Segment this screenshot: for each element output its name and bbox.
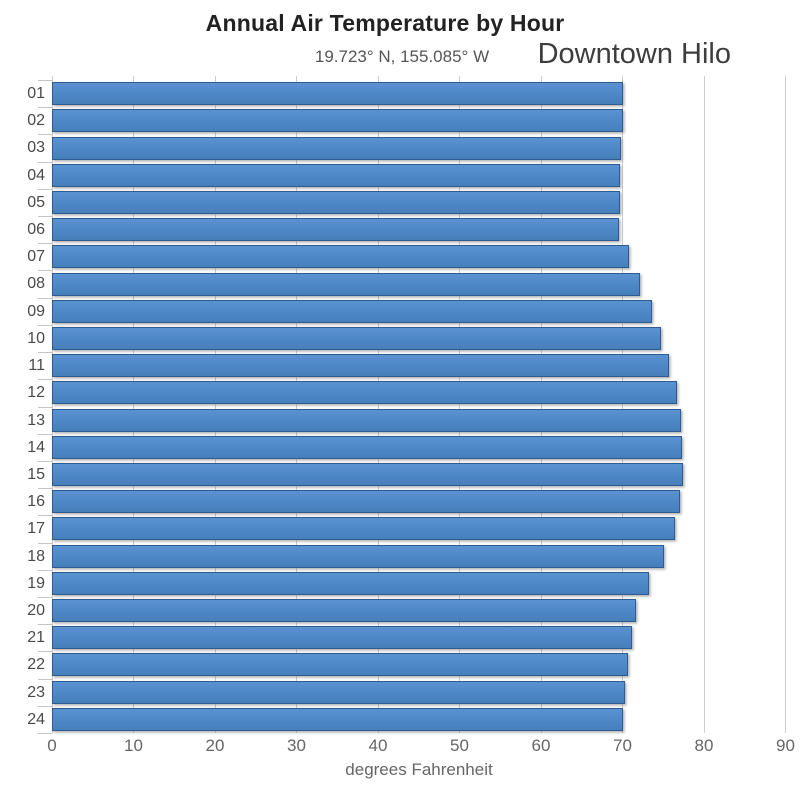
grid-line-x90 (785, 76, 786, 733)
y-axis-tick (38, 624, 52, 626)
hour-label-20: 20 (27, 601, 45, 619)
y-axis-tick (38, 188, 52, 190)
chart-subtitle: 19.723° N, 155.085° W (314, 47, 490, 66)
bar-hour-01 (52, 82, 623, 106)
x-tick-label-50: 50 (450, 736, 469, 755)
hour-label-04: 04 (27, 166, 45, 184)
hour-label-14: 14 (27, 438, 45, 456)
x-axis-title: degrees Fahrenheit (345, 760, 493, 779)
hour-label-06: 06 (27, 221, 45, 239)
bar-hour-06 (52, 218, 620, 242)
hour-label-11: 11 (28, 357, 45, 375)
hour-label-24: 24 (27, 710, 45, 728)
bar-hour-17 (52, 517, 675, 541)
hour-label-19: 19 (27, 574, 45, 592)
bar-hour-04 (52, 163, 621, 187)
hour-label-16: 16 (27, 493, 45, 511)
y-axis-tick (38, 433, 52, 435)
hour-label-12: 12 (27, 384, 45, 402)
bar-hour-19 (52, 571, 649, 595)
grid-line-x0 (51, 76, 53, 733)
bar-hour-16 (52, 490, 680, 514)
bar-hour-15 (52, 463, 683, 487)
y-axis-tick (38, 297, 52, 299)
bar-hour-23 (52, 680, 625, 704)
y-axis-tick (38, 515, 52, 517)
y-axis-tick (38, 243, 52, 245)
plot-area (38, 76, 786, 734)
grid-line-x10 (133, 76, 134, 733)
y-axis-tick (38, 705, 52, 707)
y-axis-tick (38, 134, 52, 136)
bar-hour-03 (52, 136, 621, 160)
grid-line-x80 (703, 76, 705, 733)
bar-hour-12 (52, 381, 678, 405)
y-axis-tick (38, 460, 52, 462)
grid-line-x40 (377, 76, 379, 733)
grid-line-x70 (622, 76, 623, 733)
hour-label-03: 03 (27, 139, 45, 157)
grid-line-x50 (459, 76, 460, 733)
y-axis-tick (38, 733, 52, 734)
y-axis-tick (38, 678, 52, 680)
bar-hour-21 (52, 626, 633, 650)
y-axis-tick (38, 80, 52, 81)
bar-hour-11 (52, 354, 669, 378)
hour-label-08: 08 (27, 275, 45, 293)
hour-label-07: 07 (27, 248, 45, 266)
x-tick-label-0: 0 (47, 736, 57, 755)
chart-title: Annual Air Temperature by Hour (205, 10, 565, 36)
bar-hour-09 (52, 299, 652, 323)
hour-label-09: 09 (27, 302, 45, 320)
hour-label-13: 13 (27, 411, 45, 429)
grid-line-x60 (540, 76, 542, 733)
grid-line-x30 (296, 76, 297, 733)
x-tick-label-60: 60 (531, 736, 551, 755)
hour-label-21: 21 (27, 629, 45, 647)
bar-hour-24 (52, 707, 623, 731)
bar-hour-02 (52, 109, 623, 133)
x-tick-label-90: 90 (776, 736, 795, 755)
bar-hour-18 (52, 544, 665, 568)
x-tick-label-20: 20 (205, 736, 225, 755)
bar-hour-20 (52, 599, 637, 623)
y-axis-tick (38, 107, 52, 109)
hour-label-02: 02 (27, 112, 45, 130)
bar-hour-10 (52, 326, 661, 350)
y-axis-tick (38, 596, 52, 598)
y-axis-tick (38, 569, 52, 571)
hour-label-17: 17 (27, 520, 45, 538)
hour-label-05: 05 (27, 193, 45, 211)
hour-label-22: 22 (27, 656, 45, 674)
y-axis-tick (38, 352, 52, 354)
y-axis-tick (38, 542, 52, 544)
x-tick-label-30: 30 (287, 736, 306, 755)
grid-line-x20 (214, 76, 216, 733)
chart-location-label: Downtown Hilo (537, 38, 731, 70)
y-axis-tick (38, 406, 52, 408)
hour-label-10: 10 (27, 329, 45, 347)
x-tick-label-80: 80 (694, 736, 714, 755)
y-axis-tick (38, 270, 52, 272)
y-axis-tick (38, 161, 52, 163)
y-axis-tick (38, 324, 52, 326)
x-tick-label-40: 40 (368, 736, 388, 755)
x-tick-label-10: 10 (124, 736, 143, 755)
hour-label-18: 18 (27, 547, 45, 565)
hour-label-15: 15 (27, 465, 45, 483)
hour-label-23: 23 (27, 683, 45, 701)
y-axis-tick (38, 216, 52, 218)
bar-hour-05 (52, 190, 621, 214)
x-tick-label-70: 70 (613, 736, 632, 755)
y-axis-tick (38, 651, 52, 653)
y-axis-tick (38, 488, 52, 490)
bar-hour-14 (52, 435, 682, 459)
y-axis-tick (38, 379, 52, 381)
bar-hour-22 (52, 653, 629, 677)
bar-hour-07 (52, 245, 630, 269)
bar-hour-13 (52, 408, 682, 432)
hour-label-01: 01 (27, 85, 45, 102)
bar-hour-08 (52, 272, 641, 296)
